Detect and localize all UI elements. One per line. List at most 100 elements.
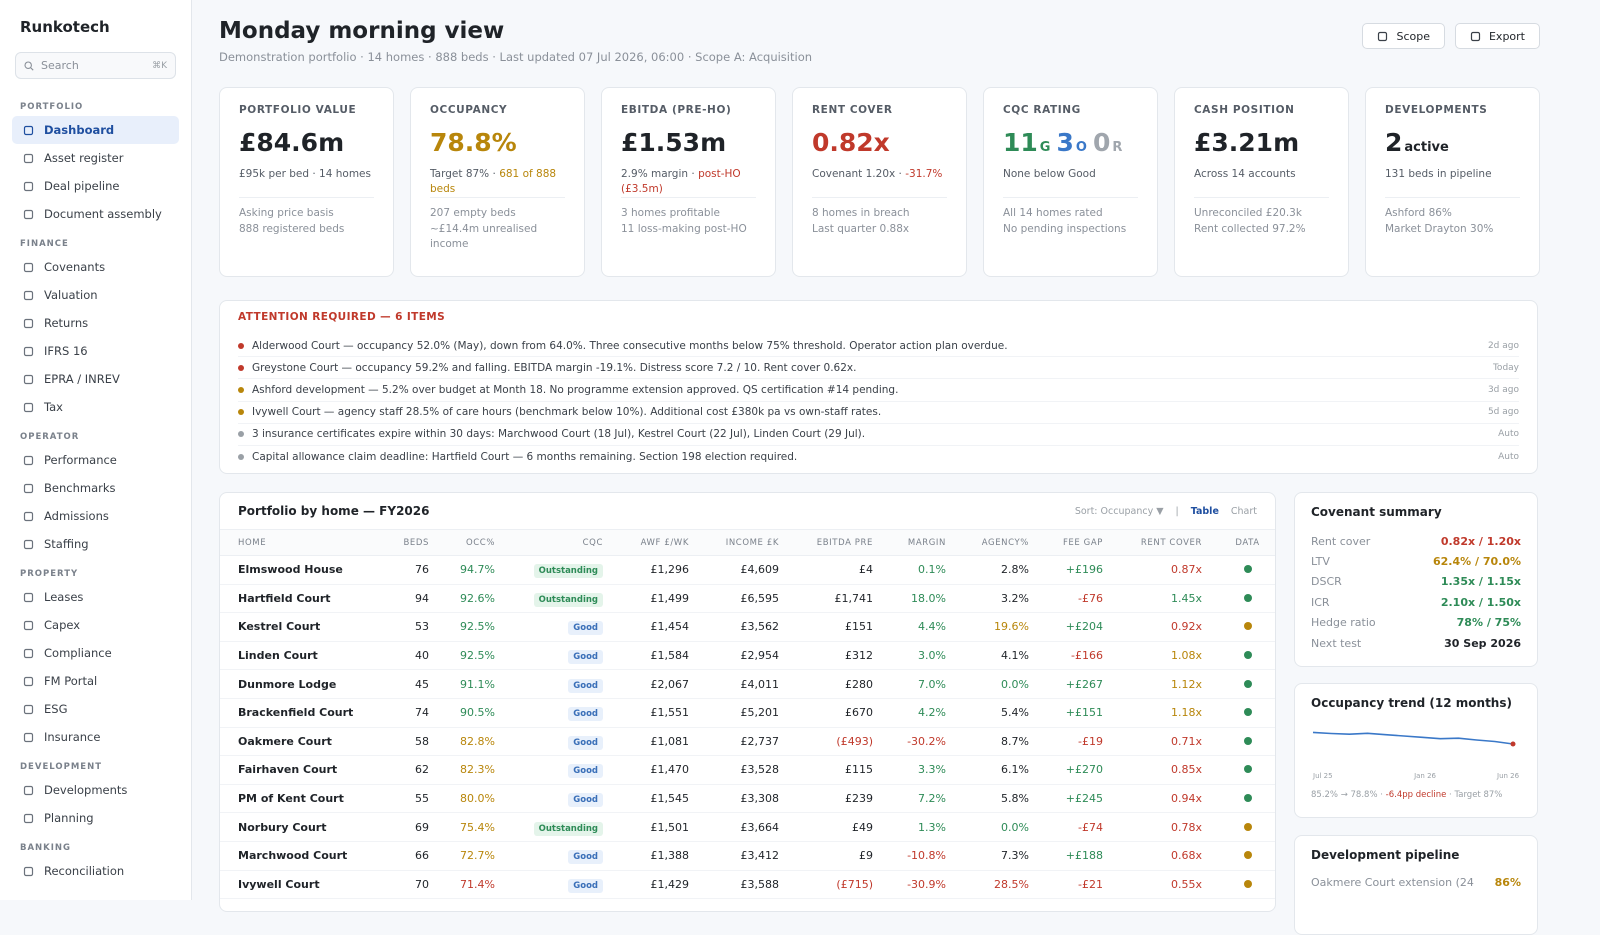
nav-label: Asset register <box>44 151 124 165</box>
icon <box>1378 31 1388 41</box>
table-row[interactable]: Linden Court 40 92.5% Good £1,584 £2,954 £312 3… <box>220 641 1275 671</box>
nav-item[interactable]: Returns <box>12 309 179 337</box>
table-cell: -30.9% <box>881 870 954 900</box>
table-row[interactable]: Brackenfield Court 74 90.5% Good £1,551 £5,20… <box>220 698 1275 728</box>
column-header[interactable]: DATA <box>1210 529 1275 556</box>
cqc-badge: Good <box>568 764 603 779</box>
column-header[interactable]: BEDS <box>397 529 437 556</box>
view-tab[interactable]: Chart <box>1230 505 1257 517</box>
table-cell: (£493) <box>787 727 881 757</box>
icon-shape <box>30 66 34 71</box>
nav-section-title: OPERATOR <box>20 432 80 442</box>
nav-item[interactable]: Asset register <box>12 144 179 172</box>
nav-item[interactable]: Insurance <box>12 723 179 751</box>
search-box[interactable]: Search ⌘K <box>15 52 176 79</box>
icon <box>23 483 34 493</box>
column-header[interactable]: FEE GAP <box>1037 529 1111 556</box>
table-cell <box>1210 584 1275 614</box>
nav-item[interactable]: EPRA / INREV <box>12 365 179 393</box>
nav-item[interactable]: Staffing <box>12 530 179 558</box>
nav-item[interactable]: Document assembly <box>12 200 179 228</box>
column-header[interactable]: CQC <box>503 529 611 556</box>
icon-shape <box>23 704 34 714</box>
nav-item[interactable]: IFRS 16 <box>12 337 179 365</box>
data-status-dot <box>1243 765 1252 774</box>
cqc-badge: Good <box>568 735 603 750</box>
table-row[interactable]: Oakmere Court 58 82.8% Good £1,081 £2,737 (£49… <box>220 727 1275 757</box>
card-title: Development pipeline <box>1311 848 1460 862</box>
table-row[interactable]: Ivywell Court 70 71.4% Good £1,429 £3,588 (£71… <box>220 870 1275 900</box>
nav-item[interactable]: FM Portal <box>12 667 179 695</box>
table-cell: Ivywell Court <box>220 870 397 900</box>
attention-item[interactable]: Ivywell Court — agency staff 28.5% of ca… <box>238 402 1519 424</box>
table-cell: Good <box>503 755 611 785</box>
kpi-card: RENT COVER 0.82x Covenant 1.20x · -31.7% 8 … <box>792 87 967 277</box>
nav-item[interactable]: Tax <box>12 393 179 421</box>
nav-item[interactable]: Dashboard <box>12 116 179 144</box>
table-row[interactable]: Elmswood House 76 94.7% Outstanding £1,296 £4… <box>220 555 1275 585</box>
table-row[interactable]: Fairhaven Court 62 82.3% Good £1,470 £3,528 £1… <box>220 755 1275 785</box>
table-cell <box>1210 698 1275 728</box>
attention-item[interactable]: Greystone Court — occupancy 59.2% and fa… <box>238 357 1519 380</box>
nav-item[interactable]: Capex <box>12 611 179 639</box>
attention-item[interactable]: Ashford development — 5.2% over budget a… <box>238 379 1519 402</box>
kpi-subtext-part: 131 beds in pipeline <box>1385 168 1492 180</box>
attention-item[interactable]: 3 insurance certificates expire within 3… <box>238 424 1519 446</box>
table-cell: £3,528 <box>697 755 787 785</box>
trend-axis: Jul 25 Jan 26 Jun 26 <box>1311 772 1521 784</box>
column-header[interactable]: INCOME £K <box>697 529 787 556</box>
nav-item[interactable]: Performance <box>12 446 179 474</box>
sort-control[interactable]: Sort: Occupancy ▼ <box>1074 505 1164 517</box>
table-cell: £312 <box>787 641 881 671</box>
nav-item[interactable]: Compliance <box>12 639 179 667</box>
table-row[interactable]: Hartfield Court 94 92.6% Outstanding £1,499 £… <box>220 584 1275 614</box>
column-header[interactable]: RENT COVER <box>1111 529 1210 556</box>
table-cell: £2,954 <box>697 641 787 671</box>
brand: Runkotech <box>20 18 110 36</box>
column-header[interactable]: OCC% <box>437 529 503 556</box>
table-row[interactable]: PM of Kent Court 55 80.0% Good £1,545 £3,308 £… <box>220 784 1275 814</box>
icon <box>1470 31 1481 41</box>
table-row[interactable]: Marchwood Court 66 72.7% Good £1,388 £3,412 £9… <box>220 841 1275 871</box>
table-row[interactable]: Dunmore Lodge 45 91.1% Good £2,067 £4,011 £280… <box>220 669 1275 699</box>
nav-label: Reconciliation <box>44 864 125 878</box>
table-row[interactable]: Kestrel Court 53 92.5% Good £1,454 £3,562 £151… <box>220 612 1275 642</box>
table-cell: 82.3% <box>437 755 503 785</box>
nav-item[interactable]: Deal pipeline <box>12 172 179 200</box>
column-header[interactable]: HOME <box>220 529 397 556</box>
column-header[interactable]: AGENCY% <box>954 529 1037 556</box>
column-header[interactable]: AWF £/WK <box>611 529 697 556</box>
table-cell: £2,737 <box>697 727 787 757</box>
data-status-dot <box>1243 851 1252 860</box>
table-cell: 53 <box>397 612 437 642</box>
trend-note: 85.2% → 78.8% · -6.4pp decline · Target … <box>1311 790 1521 800</box>
nav-item[interactable]: Reconciliation <box>12 857 179 885</box>
nav-item[interactable]: Planning <box>12 804 179 832</box>
nav-item[interactable]: Valuation <box>12 281 179 309</box>
kpi-subtext: £95k per bed · 14 homes <box>239 167 374 197</box>
nav-label: EPRA / INREV <box>44 372 120 386</box>
attention-item[interactable]: Alderwood Court — occupancy 52.0% (May),… <box>238 335 1519 358</box>
nav-item[interactable]: ESG <box>12 695 179 723</box>
covenant-value: 30 Sep 2026 <box>1444 636 1521 650</box>
nav-label: Leases <box>44 590 84 604</box>
nav-label: Dashboard <box>44 123 115 137</box>
attention-item[interactable]: Capital allowance claim deadline: Hartfi… <box>238 446 1519 468</box>
view-tab[interactable]: Table <box>1190 505 1219 517</box>
toolbar-button[interactable]: Scope <box>1362 23 1445 49</box>
kpi-footer-line: Market Drayton 30% <box>1385 222 1494 235</box>
page-title: Monday morning view <box>219 18 505 44</box>
cqc-badge: Good <box>568 650 603 665</box>
column-header[interactable]: EBITDA PRE <box>787 529 881 556</box>
nav-item[interactable]: Covenants <box>12 253 179 281</box>
nav-item[interactable]: Admissions <box>12 502 179 530</box>
column-header[interactable]: MARGIN <box>881 529 954 556</box>
nav-item[interactable]: Developments <box>12 776 179 804</box>
toolbar-button[interactable]: Export <box>1454 23 1540 49</box>
nav-item[interactable]: Benchmarks <box>12 474 179 502</box>
table-cell: £3,308 <box>697 784 787 814</box>
table-row[interactable]: Norbury Court 69 75.4% Outstanding £1,501 £3,… <box>220 812 1275 842</box>
x-tick-label: Jul 25 <box>1313 772 1333 780</box>
nav-item[interactable]: Leases <box>12 583 179 611</box>
trend-chart <box>1312 731 1516 747</box>
